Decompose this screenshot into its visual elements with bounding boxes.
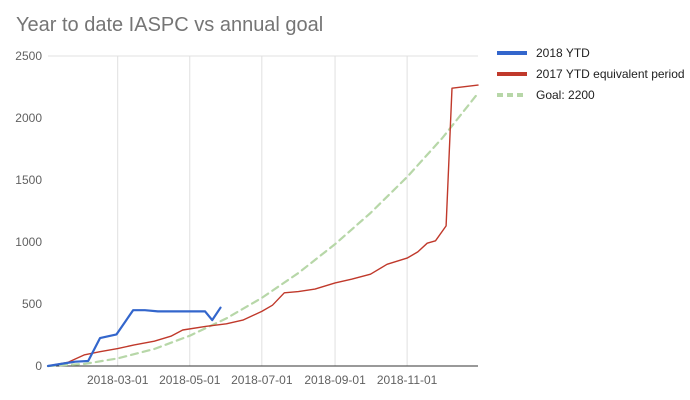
legend-label-1: 2017 YTD equivalent period [536,67,685,81]
chart-title: Year to date IASPC vs annual goal [16,14,324,36]
y-tick-label: 500 [22,297,42,311]
legend-label-2: Goal: 2200 [536,88,595,102]
grid-layer [48,55,478,366]
y-tick-label: 2000 [15,111,42,125]
series-line-2 [46,92,480,368]
y-tick-label: 1500 [15,173,42,187]
y-tick-label: 2500 [15,49,42,63]
legend-label-0: 2018 YTD [536,46,590,60]
x-tick-label: 2018-07-01 [231,373,293,387]
x-tick-label: 2018-09-01 [304,373,366,387]
legend: 2018 YTD 2017 YTD equivalent period Goal: … [497,46,685,102]
series-layer [46,84,480,368]
series-line-0 [46,306,222,368]
axis-layer: 2018-03-01 2018-05-01 2018-07-01 2018-09-01… [15,49,478,387]
y-tick-label: 1000 [15,235,42,249]
x-tick-label: 2018-11-01 [377,373,438,387]
x-tick-label: 2018-03-01 [87,373,149,387]
y-tick-label: 0 [35,359,42,373]
series-line-1 [47,84,479,367]
x-tick-label: 2018-05-01 [159,373,221,387]
